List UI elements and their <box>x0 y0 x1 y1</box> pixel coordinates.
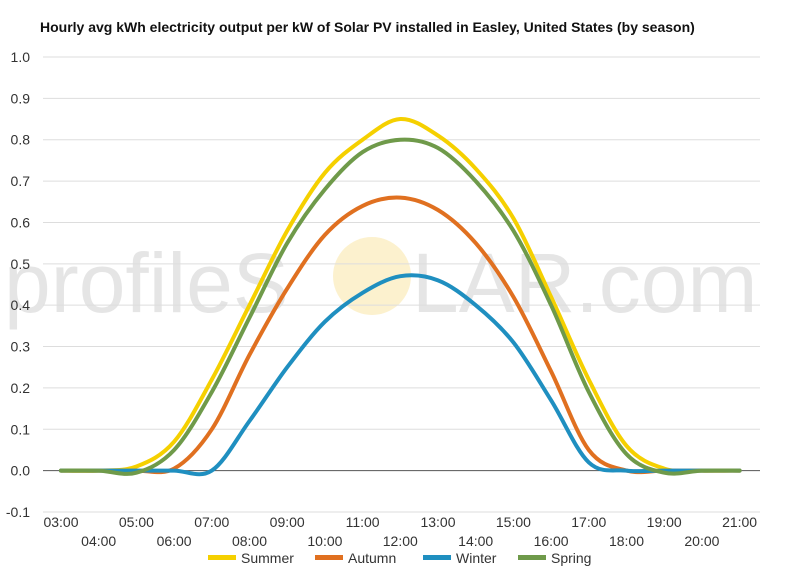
y-tick-label: 0.7 <box>11 173 31 189</box>
x-tick-label: 19:00 <box>647 514 682 530</box>
y-tick-label: 0.4 <box>11 297 31 313</box>
y-tick-label: 0.3 <box>11 339 31 355</box>
legend-swatch <box>518 555 546 560</box>
y-tick-label: 0.8 <box>11 132 31 148</box>
x-tick-label: 08:00 <box>232 533 267 549</box>
y-tick-label: 0.5 <box>11 256 31 272</box>
x-tick-label: 05:00 <box>119 514 154 530</box>
watermark-text-left: profileS <box>4 236 289 330</box>
watermark-sun-icon <box>333 237 411 315</box>
chart-title: Hourly avg kWh electricity output per kW… <box>40 19 695 35</box>
x-tick-label: 09:00 <box>270 514 305 530</box>
x-tick-label: 14:00 <box>458 533 493 549</box>
y-tick-label: 0.9 <box>11 90 31 106</box>
y-tick-label: -0.1 <box>6 504 30 520</box>
x-tick-label: 06:00 <box>157 533 192 549</box>
x-tick-label: 18:00 <box>609 533 644 549</box>
legend-swatch <box>208 555 236 560</box>
series-lines <box>59 117 742 477</box>
x-axis-labels: 03:0004:0005:0006:0007:0008:0009:0010:00… <box>43 514 757 549</box>
y-tick-label: 1.0 <box>11 49 31 65</box>
x-tick-label: 15:00 <box>496 514 531 530</box>
x-tick-label: 21:00 <box>722 514 757 530</box>
legend-swatch <box>423 555 451 560</box>
series-line-winter <box>59 273 742 477</box>
legend-label: Spring <box>551 550 591 566</box>
x-tick-label: 03:00 <box>43 514 78 530</box>
y-tick-label: 0.2 <box>11 380 31 396</box>
legend-label: Winter <box>456 550 497 566</box>
x-tick-label: 12:00 <box>383 533 418 549</box>
x-tick-label: 16:00 <box>534 533 569 549</box>
x-tick-label: 11:00 <box>346 514 380 530</box>
watermark: profileS LAR.com <box>4 236 757 330</box>
legend-label: Autumn <box>348 550 396 566</box>
x-tick-label: 13:00 <box>420 514 455 530</box>
y-tick-label: 0.1 <box>11 421 31 437</box>
x-tick-label: 10:00 <box>307 533 342 549</box>
y-tick-label: 0.6 <box>11 214 31 230</box>
legend-swatch <box>315 555 343 560</box>
y-tick-label: 0.0 <box>11 463 31 479</box>
legend: Summer Autumn Winter Spring <box>208 550 591 566</box>
legend-label: Summer <box>241 550 294 566</box>
x-tick-label: 04:00 <box>81 533 116 549</box>
series-line-spring <box>59 137 742 476</box>
x-tick-label: 20:00 <box>684 533 719 549</box>
series-line-summer <box>59 117 742 474</box>
x-tick-label: 17:00 <box>571 514 606 530</box>
watermark-text-right: LAR.com <box>412 236 757 330</box>
y-axis-labels: -0.1 0.0 0.1 0.2 0.3 0.4 0.5 0.6 0.7 0.8 0.9 1.0 <box>6 49 30 520</box>
x-tick-label: 07:00 <box>194 514 229 530</box>
